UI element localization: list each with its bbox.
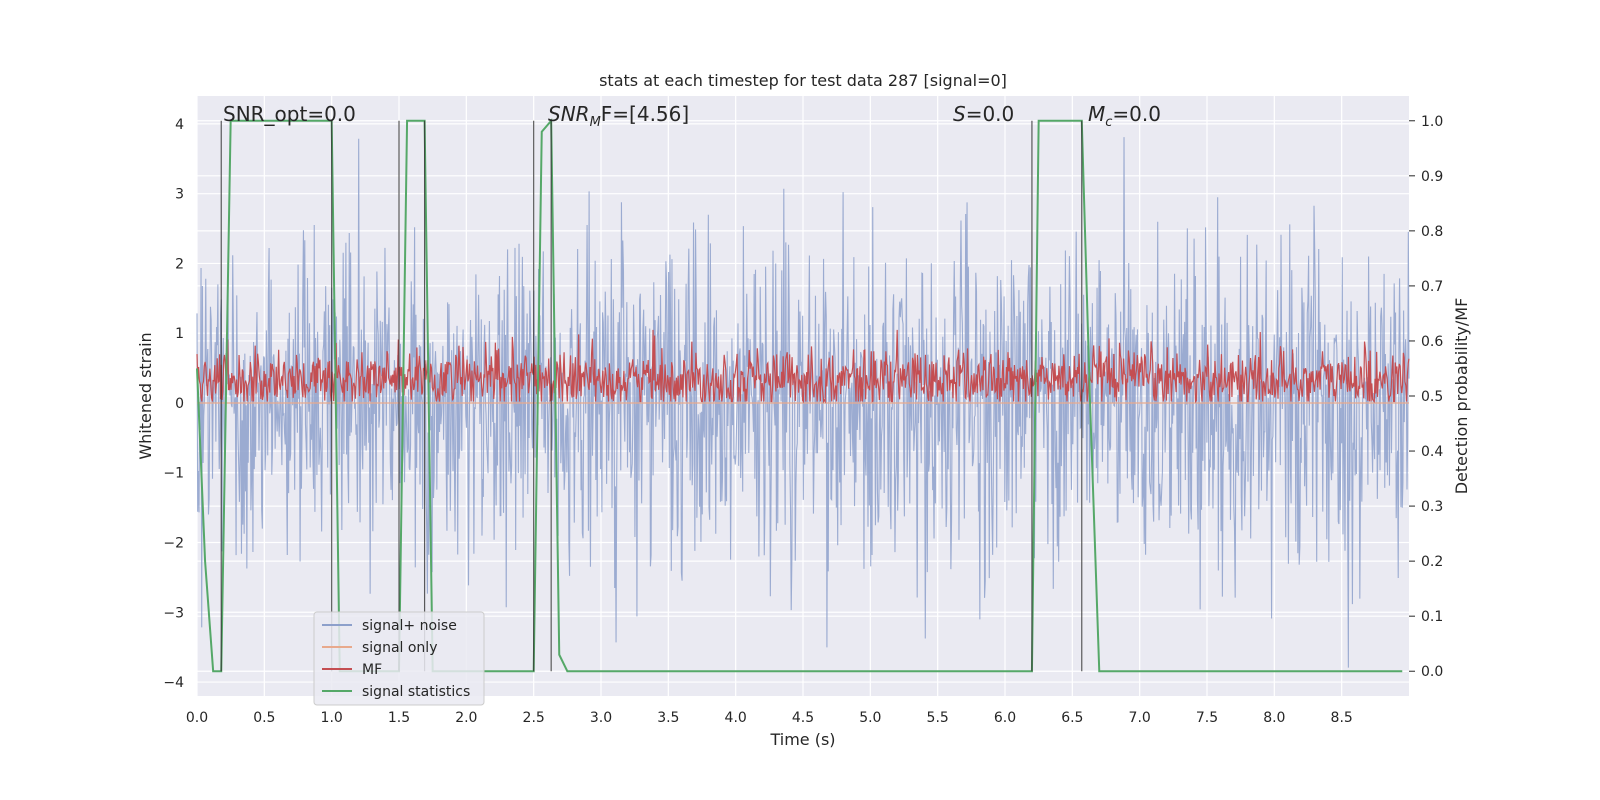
x-tick-label: 1.0 [321, 710, 343, 726]
legend-box [313, 611, 485, 706]
y-tick-label: −3 [163, 605, 184, 621]
y-tick-label: −1 [163, 466, 184, 482]
annotation-snr-mf-sub: M [590, 115, 601, 130]
vertical-lines [220, 120, 1083, 672]
x-tick-label: 2.0 [455, 710, 477, 726]
annotation-s-var: S [953, 102, 966, 126]
y-right-tick-label: 0.0 [1421, 664, 1443, 680]
y-right-tick-label: 0.2 [1421, 554, 1443, 570]
legend-label-mf: MF [362, 662, 382, 678]
annotation-s-rest: =0.0 [966, 102, 1015, 126]
x-tick-label: 0.0 [186, 710, 208, 726]
y-axis-ticks: −4 −3 −2 −1 0 1 2 3 4 [163, 117, 184, 691]
x-tick-label: 6.0 [994, 710, 1016, 726]
y-right-tick-label: 0.8 [1421, 224, 1443, 240]
y-right-tick-label: 0.3 [1421, 499, 1443, 515]
x-axis-ticks: 0.0 0.5 1.0 1.5 2.0 2.5 3.0 3.5 4.0 4.5 5.0 5.5 6.0 6… [186, 710, 1353, 726]
y-right-tick-label: 0.1 [1421, 609, 1443, 625]
x-tick-label: 1.5 [388, 710, 410, 726]
annotation-mc-sub: c [1105, 115, 1112, 130]
y-tick-label: 3 [175, 187, 184, 203]
y-right-tick-label: 1.0 [1421, 114, 1443, 130]
y-right-tick-label: 0.4 [1421, 444, 1443, 460]
y-tick-label: 1 [175, 326, 184, 342]
x-tick-label: 5.5 [927, 710, 949, 726]
y-right-tick-label: 0.5 [1421, 389, 1443, 405]
y-right-axis-ticks: 0.0 0.1 0.2 0.3 0.4 0.5 0.6 0.7 0.8 0.9 1.0 [1409, 114, 1443, 680]
chart-title: stats at each timestep for test data 287… [599, 71, 1007, 90]
x-tick-label: 6.5 [1061, 710, 1083, 726]
annotation-snr-mf-rest: F=[4.56] [601, 102, 689, 126]
x-tick-label: 3.5 [657, 710, 679, 726]
y-tick-label: 2 [175, 256, 184, 272]
annotation-mc-rest: =0.0 [1112, 102, 1161, 126]
y-tick-label: 4 [175, 117, 184, 133]
annotation-snr-mf-base: SNR [548, 102, 590, 126]
x-tick-label: 2.5 [523, 710, 545, 726]
x-tick-label: 7.5 [1196, 710, 1218, 726]
annotation-s: S=0.0 [953, 102, 1014, 126]
y-tick-label: 0 [175, 396, 184, 412]
annotation-snr-mf: SNRMF=[4.56] [548, 102, 689, 130]
y-right-axis-label: Detection probability/MF [1452, 298, 1471, 495]
x-axis-label: Time (s) [769, 730, 835, 749]
y-right-tick-label: 0.7 [1421, 279, 1443, 295]
annotation-mc-base: M [1088, 102, 1105, 126]
y-right-tick-label: 0.6 [1421, 334, 1443, 350]
y-right-tick-label: 0.9 [1421, 169, 1443, 185]
annotation-mc: Mc=0.0 [1088, 102, 1161, 130]
x-tick-label: 7.0 [1129, 710, 1151, 726]
y-tick-label: −2 [163, 536, 184, 552]
legend-label-signal-only: signal only [362, 640, 437, 656]
x-tick-label: 0.5 [253, 710, 275, 726]
x-tick-label: 3.0 [590, 710, 612, 726]
legend-label-signal-noise: signal+ noise [362, 618, 457, 634]
x-tick-label: 4.5 [792, 710, 814, 726]
x-tick-label: 8.0 [1263, 710, 1285, 726]
y-axis-label: Whitened strain [136, 332, 155, 459]
x-tick-label: 8.5 [1331, 710, 1353, 726]
y-tick-label: −4 [163, 675, 184, 691]
legend: signal+ noise signal only MF signal stat… [313, 611, 485, 706]
annotation-snr-opt: SNR_opt=0.0 [223, 102, 356, 126]
x-tick-label: 4.0 [725, 710, 747, 726]
x-tick-label: 5.0 [859, 710, 881, 726]
legend-label-signal-statistics: signal statistics [362, 684, 470, 700]
